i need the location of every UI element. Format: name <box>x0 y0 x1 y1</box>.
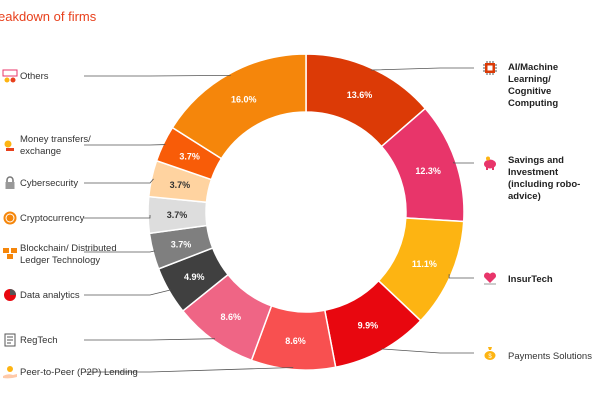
slice-label-money-transfers-exchange: Money transfers/ exchange <box>20 134 91 157</box>
slice-label-blockchain-distributed-ledger-technology: Blockchain/ Distributed Ledger Technolog… <box>20 243 117 266</box>
leader-line <box>84 289 171 296</box>
leader-line <box>84 250 156 253</box>
slice-value-label: 12.3% <box>415 166 441 176</box>
slice-value-label: 3.7% <box>167 210 188 220</box>
leader-line <box>370 67 474 71</box>
chart-title: eakdown of firms <box>0 9 97 24</box>
piggy-bank-icon <box>482 155 498 176</box>
slice-label-cybersecurity: Cybersecurity <box>20 178 79 189</box>
transfer-icon <box>2 137 18 158</box>
leader-line <box>84 74 231 77</box>
slice-value-label: 8.6% <box>220 312 241 322</box>
misc-icon <box>2 68 18 89</box>
leader-line <box>380 348 474 354</box>
slice-label-ai-machine-learning-cognitive-computing: AI/Machine Learning/ Cognitive Computing <box>508 62 559 109</box>
slice-label-savings-and-investment-including-robo-advice: Savings and Investment (including robo-a… <box>508 155 581 202</box>
blocks-icon <box>2 244 18 265</box>
slice-value-label: 11.1% <box>412 259 437 269</box>
slice-value-label: 8.6% <box>285 336 306 346</box>
slice-value-label: 3.7% <box>171 240 192 250</box>
slice-value-label: 13.6% <box>347 90 373 100</box>
coin-icon <box>2 210 18 231</box>
svg-text:$: $ <box>488 354 492 360</box>
heart-shield-icon <box>482 270 498 291</box>
slice-label-data-analytics: Data analytics <box>20 290 80 301</box>
leader-line <box>84 214 151 219</box>
slice-value-label: 4.9% <box>184 272 205 282</box>
leader-line <box>84 338 215 341</box>
slice-value-label: 3.7% <box>179 152 200 162</box>
slice-label-others: Others <box>20 71 49 82</box>
lock-icon <box>2 175 18 196</box>
document-icon <box>2 332 18 353</box>
slice-label-peer-to-peer-p2p-lending: Peer-to-Peer (P2P) Lending <box>20 367 138 378</box>
chip-icon <box>482 60 498 81</box>
leader-line <box>84 367 294 373</box>
slice-label-insurtech: InsurTech <box>508 274 553 285</box>
money-bag-icon: $ <box>482 345 498 366</box>
slice-others <box>171 53 307 160</box>
slice-label-cryptocurrency: Cryptocurrency <box>20 213 85 224</box>
hand-coin-icon <box>2 364 18 385</box>
slice-value-label: 3.7% <box>170 180 191 190</box>
slice-label-payments-solutions: Payments Solutions <box>508 351 592 362</box>
leader-line <box>448 274 474 279</box>
pie-chart-icon <box>2 287 18 308</box>
leader-line <box>453 161 474 164</box>
leader-line <box>84 178 154 184</box>
slice-value-label: 16.0% <box>231 95 257 105</box>
slice-label-regtech: RegTech <box>20 335 58 346</box>
slice-value-label: 9.9% <box>358 321 379 331</box>
